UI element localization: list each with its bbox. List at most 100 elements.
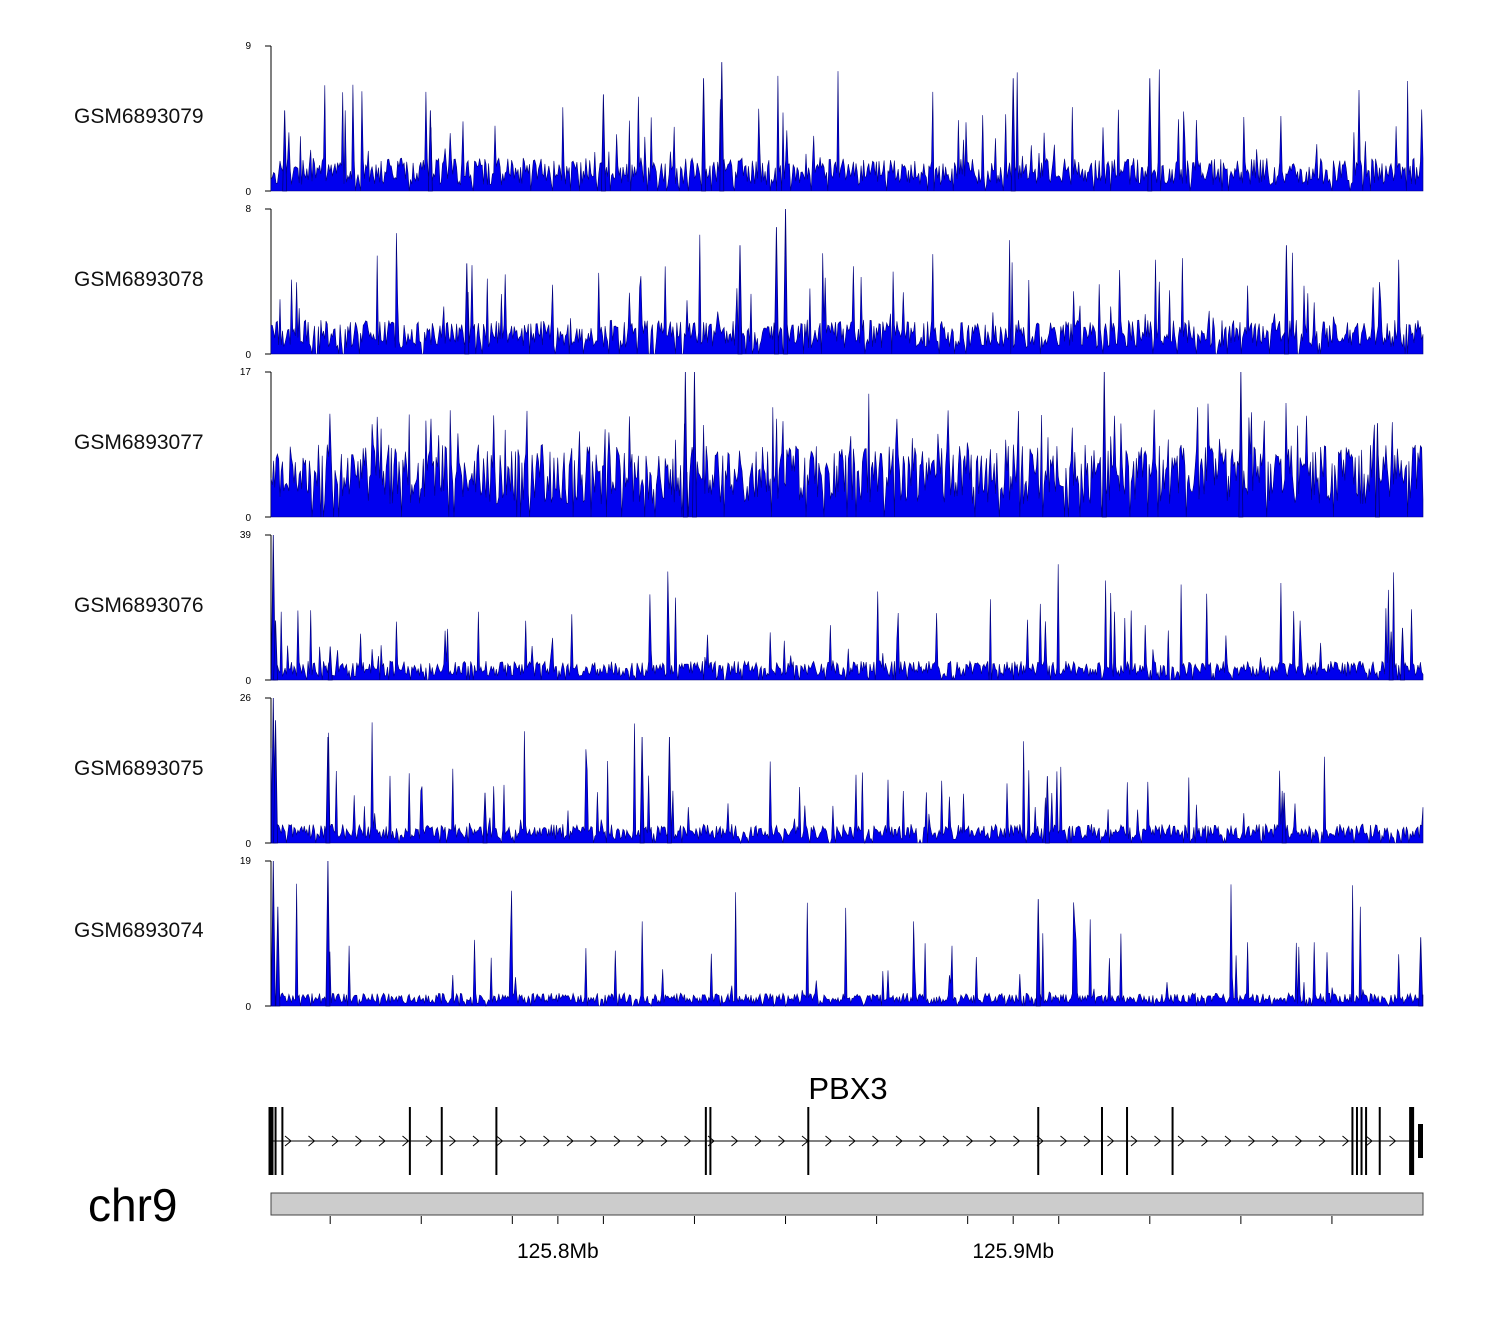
strand-arrow-icon	[1271, 1135, 1279, 1147]
strand-arrow-icon	[848, 1135, 856, 1147]
strand-arrow-icon	[1248, 1135, 1256, 1147]
strand-arrow-icon	[1295, 1135, 1303, 1147]
y-axis-max-label: 9	[245, 41, 251, 52]
coverage-peak	[1147, 78, 1153, 192]
coverage-signal-area	[270, 564, 1424, 681]
strand-arrow-icon	[731, 1135, 739, 1147]
strand-arrow-icon	[590, 1135, 598, 1147]
gene-exon	[274, 1107, 277, 1175]
coverage-peak	[1388, 631, 1394, 681]
y-axis-zero-label: 0	[245, 1002, 251, 1013]
strand-arrow-icon	[895, 1135, 903, 1147]
coverage-peak	[282, 110, 288, 192]
gene-exon	[709, 1107, 712, 1175]
coverage-signal-area	[270, 233, 1424, 355]
coverage-track: 26 0	[240, 693, 1424, 850]
coverage-peak	[1375, 423, 1380, 518]
strand-arrow-icon	[496, 1135, 504, 1147]
strand-arrow-icon	[754, 1135, 762, 1147]
gene-exon	[704, 1107, 707, 1175]
y-axis-zero-label: 0	[245, 187, 251, 198]
coverage-peak	[427, 110, 433, 192]
strand-arrow-icon	[566, 1135, 574, 1147]
track-label: GSM6893075	[74, 757, 204, 780]
track-label: GSM6893074	[74, 919, 204, 942]
y-axis-max-label: 8	[245, 204, 251, 215]
y-axis-max-label: 17	[240, 367, 252, 378]
coverage-track: 90	[245, 41, 1424, 198]
coverage-signal-area	[270, 883, 1424, 1008]
gene-exon	[281, 1107, 284, 1175]
gene-name-label: PBX3	[808, 1071, 887, 1106]
strand-arrow-icon	[472, 1135, 480, 1147]
strand-arrow-icon	[331, 1135, 339, 1147]
gene-exon	[807, 1107, 810, 1175]
coverage-signal-area	[270, 69, 1424, 192]
strand-arrow-icon	[1154, 1135, 1162, 1147]
coverage-peak	[464, 263, 470, 355]
y-axis-zero-label: 0	[245, 676, 251, 687]
strand-arrow-icon	[1107, 1135, 1115, 1147]
coverage-peak	[682, 371, 688, 518]
coverage-peak	[1101, 371, 1107, 518]
coverage-track: 80	[245, 204, 1424, 361]
strand-arrow-icon	[378, 1135, 386, 1147]
strand-arrow-icon	[660, 1135, 668, 1147]
coverage-peak	[1010, 78, 1016, 192]
strand-arrow-icon	[284, 1135, 292, 1147]
genome-axis-tick-label: 125.8Mb	[517, 1240, 599, 1263]
gene-exon	[440, 1107, 443, 1175]
coverage-peak	[270, 860, 276, 1007]
strand-arrow-icon	[1060, 1135, 1068, 1147]
coverage-peak	[1418, 937, 1424, 1007]
coverage-peak	[1283, 245, 1289, 355]
y-axis-zero-label: 0	[245, 839, 251, 850]
coverage-track: 17 0	[240, 367, 1424, 524]
y-axis-zero-label: 0	[245, 350, 251, 361]
coverage-peak	[482, 792, 488, 844]
coverage-track: 39 0	[240, 530, 1424, 687]
coverage-peak	[273, 720, 278, 844]
coverage-peak	[701, 78, 706, 192]
strand-arrow-icon	[308, 1135, 316, 1147]
gene-exon	[1378, 1107, 1381, 1175]
strand-arrow-icon	[778, 1135, 786, 1147]
strand-arrow-icon	[543, 1135, 551, 1147]
strand-arrow-icon	[1342, 1135, 1350, 1147]
gene-exon	[1351, 1107, 1354, 1175]
strand-arrow-icon	[425, 1135, 433, 1147]
strand-arrow-icon	[1201, 1135, 1209, 1147]
track-label: GSM6893076	[74, 594, 204, 617]
strand-arrow-icon	[1130, 1135, 1138, 1147]
gene-exon	[1418, 1124, 1423, 1158]
strand-arrow-icon	[1083, 1135, 1091, 1147]
coverage-peak	[325, 860, 331, 1007]
strand-arrow-icon	[966, 1135, 974, 1147]
strand-arrow-icon	[1013, 1135, 1021, 1147]
strand-arrow-icon	[613, 1135, 621, 1147]
coverage-peak	[325, 737, 331, 844]
coverage-signal-area	[270, 393, 1424, 518]
gene-exon	[1126, 1107, 1129, 1175]
strand-arrow-icon	[872, 1135, 880, 1147]
strand-arrow-icon	[942, 1135, 950, 1147]
coverage-peak	[327, 646, 333, 681]
genome-axis-tick-label: 125.9Mb	[972, 1240, 1054, 1263]
coverage-signal-area	[270, 722, 1424, 845]
strand-arrow-icon	[1177, 1135, 1185, 1147]
coverage-peak	[667, 737, 672, 844]
y-axis-max-label: 26	[240, 693, 252, 704]
coverage-peak	[1044, 776, 1050, 844]
strand-arrow-icon	[989, 1135, 997, 1147]
coverage-peak	[1400, 627, 1405, 681]
track-label: GSM6893079	[74, 105, 204, 128]
strand-arrow-icon	[1318, 1135, 1326, 1147]
chromosome-label: chr9	[88, 1179, 178, 1231]
gene-exon	[268, 1107, 274, 1175]
y-axis-max-label: 39	[240, 530, 252, 541]
gene-exon	[1100, 1107, 1103, 1175]
strand-arrow-icon	[1389, 1135, 1397, 1147]
chromosome-bar	[270, 1192, 1424, 1216]
gene-exon	[1365, 1107, 1368, 1175]
